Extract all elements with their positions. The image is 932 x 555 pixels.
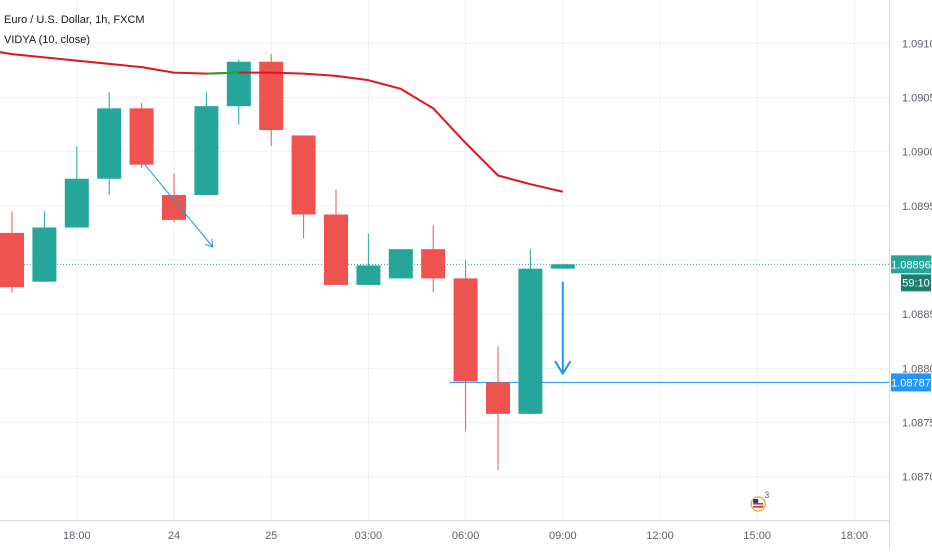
time-tick-label: 24 <box>168 530 180 542</box>
down-arrow[interactable] <box>555 282 570 374</box>
candle-body[interactable] <box>97 108 121 178</box>
level-price-label[interactable]: 1.08787 <box>891 373 931 391</box>
countdown-value: 59:10 <box>902 277 930 289</box>
symbol-title[interactable]: Euro / U.S. Dollar, 1h, FXCM <box>4 10 145 30</box>
time-tick-label: 18:00 <box>841 530 869 542</box>
candle[interactable] <box>454 260 478 431</box>
candle-body[interactable] <box>130 108 154 164</box>
price-tick-label: 1.08750 <box>902 418 932 430</box>
candle[interactable] <box>324 190 348 285</box>
time-tick-label: 18:00 <box>63 530 91 542</box>
candle[interactable] <box>356 234 380 285</box>
candle[interactable] <box>518 249 542 414</box>
time-tick-label: 12:00 <box>646 530 674 542</box>
candle[interactable] <box>551 264 575 268</box>
candle-body[interactable] <box>454 278 478 381</box>
price-axis[interactable]: 1.091001.090501.090001.089501.089001.088… <box>890 0 932 550</box>
event-count: 3 <box>764 490 769 500</box>
candle[interactable] <box>162 173 186 222</box>
flag-stripe <box>753 506 763 508</box>
candle-body[interactable] <box>162 195 186 220</box>
flag-canton <box>753 499 758 503</box>
candle-body[interactable] <box>518 269 542 414</box>
time-tick-label: 25 <box>265 530 277 542</box>
chart-legend: Euro / U.S. Dollar, 1h, FXCM VIDYA (10, … <box>4 10 145 50</box>
current-price-value: 1.08896 <box>891 259 931 271</box>
candle-body[interactable] <box>324 215 348 285</box>
candle[interactable] <box>194 92 218 195</box>
candle[interactable] <box>389 249 413 278</box>
candle-body[interactable] <box>486 382 510 413</box>
candle[interactable] <box>292 135 316 238</box>
time-tick-label: 06:00 <box>452 530 480 542</box>
candle-body[interactable] <box>421 249 445 278</box>
time-tick-label: 15:00 <box>743 530 771 542</box>
candle-body[interactable] <box>356 265 380 285</box>
indicator-title[interactable]: VIDYA (10, close) <box>4 30 145 50</box>
candle-body[interactable] <box>32 228 56 282</box>
candle[interactable] <box>65 146 89 227</box>
candle[interactable] <box>0 211 24 292</box>
price-tick-label: 1.08850 <box>902 309 932 321</box>
price-tick-label: 1.09100 <box>902 38 932 50</box>
candles[interactable] <box>0 54 575 470</box>
candle[interactable] <box>227 60 251 125</box>
time-tick-label: 03:00 <box>355 530 383 542</box>
candle-body[interactable] <box>551 264 575 268</box>
candle-body[interactable] <box>227 62 251 106</box>
candle-body[interactable] <box>194 106 218 195</box>
level-price-value: 1.08787 <box>891 377 931 389</box>
candle[interactable] <box>97 92 121 195</box>
price-tick-label: 1.08700 <box>902 472 932 484</box>
flag-stripe <box>753 503 763 505</box>
candle[interactable] <box>259 54 283 146</box>
candle[interactable] <box>130 103 154 168</box>
candle[interactable] <box>421 225 445 292</box>
price-tick-label: 1.09050 <box>902 93 932 105</box>
us-flag-event-icon[interactable]: 3 <box>751 490 769 511</box>
time-axis[interactable]: 18:00 24 25 03:00 06:00 09:00 12:00 15:00 18:00 <box>0 521 889 543</box>
price-tick-label: 1.09000 <box>902 147 932 159</box>
candle-body[interactable] <box>0 233 24 287</box>
event-markers[interactable]: 3 <box>751 490 769 511</box>
candle-body[interactable] <box>292 135 316 214</box>
candle[interactable] <box>486 347 510 471</box>
candle-body[interactable] <box>389 249 413 278</box>
time-tick-label: 09:00 <box>549 530 577 542</box>
price-lines <box>0 264 889 382</box>
candle[interactable] <box>32 211 56 281</box>
candle-body[interactable] <box>65 179 89 228</box>
vidya-green-segment <box>206 73 238 74</box>
current-price-label[interactable]: 1.08896 59:10 <box>891 255 931 291</box>
price-tick-label: 1.08950 <box>902 201 932 213</box>
